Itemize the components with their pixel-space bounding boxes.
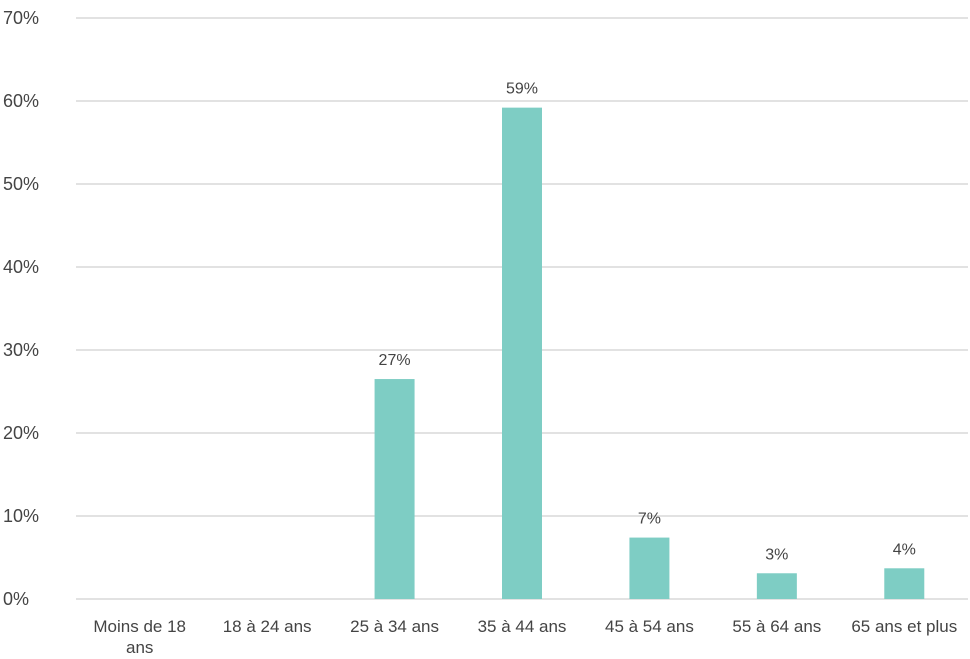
x-category-label: 35 à 44 ans: [478, 617, 567, 636]
data-label: 59%: [506, 81, 538, 98]
x-category-label-line: 35 à 44 ans: [478, 617, 567, 636]
x-category-label-line: Moins de 18: [93, 617, 186, 636]
y-tick-label: 70%: [3, 8, 39, 28]
bar: [756, 573, 797, 599]
y-tick-label: 40%: [3, 257, 39, 277]
x-category-label-line: 55 à 64 ans: [732, 617, 821, 636]
bar: [374, 379, 415, 599]
x-category-label-line: 25 à 34 ans: [350, 617, 439, 636]
y-tick-label: 60%: [3, 91, 39, 111]
bar: [884, 568, 925, 599]
bar: [502, 107, 542, 599]
bars: [374, 107, 925, 599]
bar: [629, 537, 670, 599]
x-category-label-line: 65 ans et plus: [851, 617, 957, 636]
x-category-label: 18 à 24 ans: [223, 617, 312, 636]
y-tick-label: 20%: [3, 423, 39, 443]
x-category-label-line: ans: [126, 638, 153, 657]
data-label: 3%: [765, 546, 788, 563]
x-category-label-line: 18 à 24 ans: [223, 617, 312, 636]
data-label: 7%: [638, 511, 661, 528]
x-category-label: 45 à 54 ans: [605, 617, 694, 636]
x-category-label: 55 à 64 ans: [732, 617, 821, 636]
data-label: 4%: [893, 541, 916, 558]
y-tick-label: 10%: [3, 506, 39, 526]
y-axis-tick-labels: 0% 10% 20% 30% 40% 50% 60% 70%: [3, 8, 39, 609]
data-label: 27%: [379, 352, 411, 369]
x-category-label-line: 45 à 54 ans: [605, 617, 694, 636]
data-labels: 27% 59% 7% 3% 4%: [379, 81, 916, 564]
y-tick-label: 50%: [3, 174, 39, 194]
x-category-label: Moins de 18 ans: [93, 617, 186, 657]
x-category-label: 25 à 34 ans: [350, 617, 439, 636]
x-axis-category-labels: Moins de 18 ans 18 à 24 ans 25 à 34 ans 35 à…: [93, 617, 957, 657]
x-category-label: 65 ans et plus: [851, 617, 957, 636]
y-tick-label: 30%: [3, 340, 39, 360]
y-tick-label: 0%: [3, 589, 29, 609]
